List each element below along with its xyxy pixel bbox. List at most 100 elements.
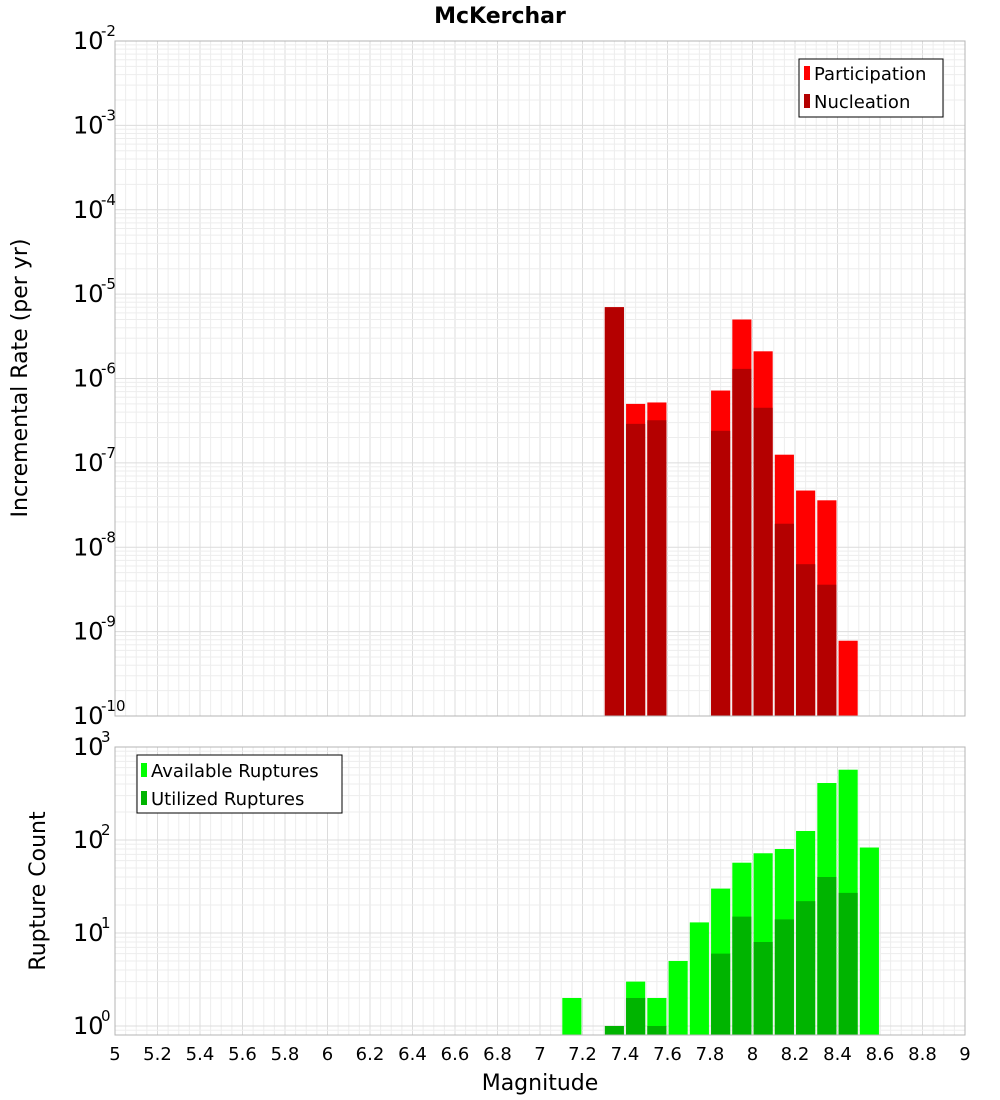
bar-utilized-ruptures bbox=[604, 1025, 624, 1035]
x-tick-label: 8 bbox=[747, 1044, 758, 1065]
legend-entry-nucleation: Nucleation bbox=[804, 92, 910, 113]
y-tick-label: 101 bbox=[73, 914, 111, 947]
bar-participation bbox=[838, 640, 858, 716]
y-tick-label: 10-10 bbox=[73, 697, 126, 730]
count-y-axis-label: Rupture Count bbox=[26, 811, 51, 971]
bar-utilized-ruptures bbox=[753, 942, 773, 1035]
x-tick-label: 6.8 bbox=[483, 1044, 512, 1065]
legend-entry-participation: Participation bbox=[804, 64, 926, 85]
x-tick-label: 8.6 bbox=[866, 1044, 895, 1065]
rate-legend: Participation Nucleation bbox=[798, 58, 944, 118]
bar-nucleation bbox=[647, 420, 667, 716]
bar-nucleation bbox=[817, 584, 837, 716]
bar-nucleation bbox=[753, 407, 773, 716]
y-tick-exponent: -10 bbox=[101, 697, 126, 715]
y-tick-base: 10 bbox=[73, 27, 104, 55]
y-tick-label: 10-3 bbox=[73, 106, 116, 139]
bar-utilized-ruptures bbox=[817, 877, 837, 1035]
y-tick-label: 10-8 bbox=[73, 528, 116, 561]
x-tick-label: 6.2 bbox=[356, 1044, 385, 1065]
y-tick-base: 10 bbox=[73, 449, 104, 477]
y-tick-exponent: 0 bbox=[101, 1007, 111, 1025]
legend-swatch-participation bbox=[804, 66, 810, 80]
bar-available-ruptures bbox=[647, 997, 667, 1035]
legend-label-participation: Participation bbox=[814, 64, 926, 85]
rate-bars bbox=[604, 307, 858, 716]
x-tick-label: 7 bbox=[534, 1044, 545, 1065]
count-bars bbox=[562, 769, 879, 1035]
x-axis-label: Magnitude bbox=[482, 1071, 599, 1096]
y-tick-label: 102 bbox=[73, 821, 111, 854]
rate-y-ticks: 10-210-310-410-510-610-710-810-910-10 bbox=[73, 22, 126, 730]
y-tick-exponent: -5 bbox=[101, 275, 116, 293]
bar-available-ruptures bbox=[562, 997, 582, 1035]
count-plot-frame bbox=[114, 746, 966, 1036]
bar-utilized-ruptures bbox=[711, 953, 731, 1035]
y-tick-exponent: -3 bbox=[101, 106, 116, 124]
x-tick-label: 8.4 bbox=[823, 1044, 852, 1065]
magnitude-x-ticks: 5 5.2 5.4 5.6 5.8 6 6.2 6.4 6.6 6.8 7 7.2 7.4 7.6 7.8 8… bbox=[109, 1044, 970, 1065]
y-tick-base: 10 bbox=[73, 533, 104, 561]
x-tick-label: 7.2 bbox=[568, 1044, 597, 1065]
y-tick-base: 10 bbox=[73, 196, 104, 224]
y-tick-exponent: 3 bbox=[101, 728, 111, 746]
x-tick-label: 5.4 bbox=[186, 1044, 215, 1065]
y-tick-base: 10 bbox=[73, 618, 104, 646]
y-tick-base: 10 bbox=[73, 111, 104, 139]
count-legend: Available Ruptures Utilized Ruptures bbox=[136, 754, 343, 814]
bar-available-ruptures bbox=[859, 847, 879, 1035]
count-legend-box bbox=[136, 754, 343, 814]
bar-nucleation bbox=[626, 423, 646, 716]
y-tick-base: 10 bbox=[73, 826, 104, 854]
legend-label-utilized: Utilized Ruptures bbox=[151, 789, 304, 810]
bar-nucleation bbox=[796, 564, 816, 716]
y-tick-label: 100 bbox=[73, 1007, 111, 1040]
bar-nucleation bbox=[711, 430, 731, 716]
rate-plot-frame bbox=[114, 40, 966, 717]
y-tick-base: 10 bbox=[73, 1012, 104, 1040]
bar-utilized-ruptures bbox=[796, 901, 816, 1035]
y-tick-exponent: -9 bbox=[101, 613, 116, 631]
x-tick-label: 8.8 bbox=[908, 1044, 937, 1065]
legend-swatch-nucleation bbox=[804, 94, 810, 108]
y-tick-label: 10-6 bbox=[73, 360, 116, 393]
x-tick-label: 5.6 bbox=[228, 1044, 257, 1065]
bar-nucleation bbox=[774, 523, 794, 716]
x-tick-label: 5.8 bbox=[271, 1044, 300, 1065]
bar-utilized-ruptures bbox=[647, 1025, 667, 1035]
y-tick-base: 10 bbox=[73, 733, 104, 761]
y-tick-exponent: -6 bbox=[101, 360, 116, 378]
legend-label-nucleation: Nucleation bbox=[814, 92, 910, 113]
y-tick-base: 10 bbox=[73, 280, 104, 308]
x-tick-label: 9 bbox=[959, 1044, 970, 1065]
y-tick-label: 10-7 bbox=[73, 444, 116, 477]
y-tick-base: 10 bbox=[73, 702, 104, 730]
y-tick-exponent: -4 bbox=[101, 191, 116, 209]
x-tick-label: 6 bbox=[322, 1044, 333, 1065]
legend-swatch-available bbox=[141, 763, 147, 777]
chart-title: McKerchar bbox=[434, 4, 566, 29]
rate-panel: 10-210-310-410-510-610-710-810-910-10 In… bbox=[8, 22, 966, 730]
x-tick-label: 7.4 bbox=[611, 1044, 640, 1065]
x-tick-label: 8.2 bbox=[781, 1044, 810, 1065]
x-tick-label: 7.8 bbox=[696, 1044, 725, 1065]
bar-available-ruptures bbox=[689, 922, 709, 1035]
y-tick-base: 10 bbox=[73, 365, 104, 393]
x-tick-label: 6.4 bbox=[398, 1044, 427, 1065]
y-tick-label: 10-4 bbox=[73, 191, 116, 224]
x-tick-label: 5 bbox=[109, 1044, 120, 1065]
bar-utilized-ruptures bbox=[838, 892, 858, 1035]
x-tick-label: 7.6 bbox=[653, 1044, 682, 1065]
legend-swatch-utilized bbox=[141, 791, 147, 805]
bar-utilized-ruptures bbox=[732, 916, 752, 1035]
y-tick-exponent: 2 bbox=[101, 821, 111, 839]
rate-legend-box bbox=[798, 58, 944, 118]
bar-utilized-ruptures bbox=[626, 997, 646, 1035]
legend-entry-available: Available Ruptures bbox=[141, 761, 319, 782]
bar-nucleation bbox=[604, 307, 624, 716]
y-tick-exponent: -8 bbox=[101, 528, 116, 546]
y-tick-label: 10-2 bbox=[73, 22, 116, 55]
